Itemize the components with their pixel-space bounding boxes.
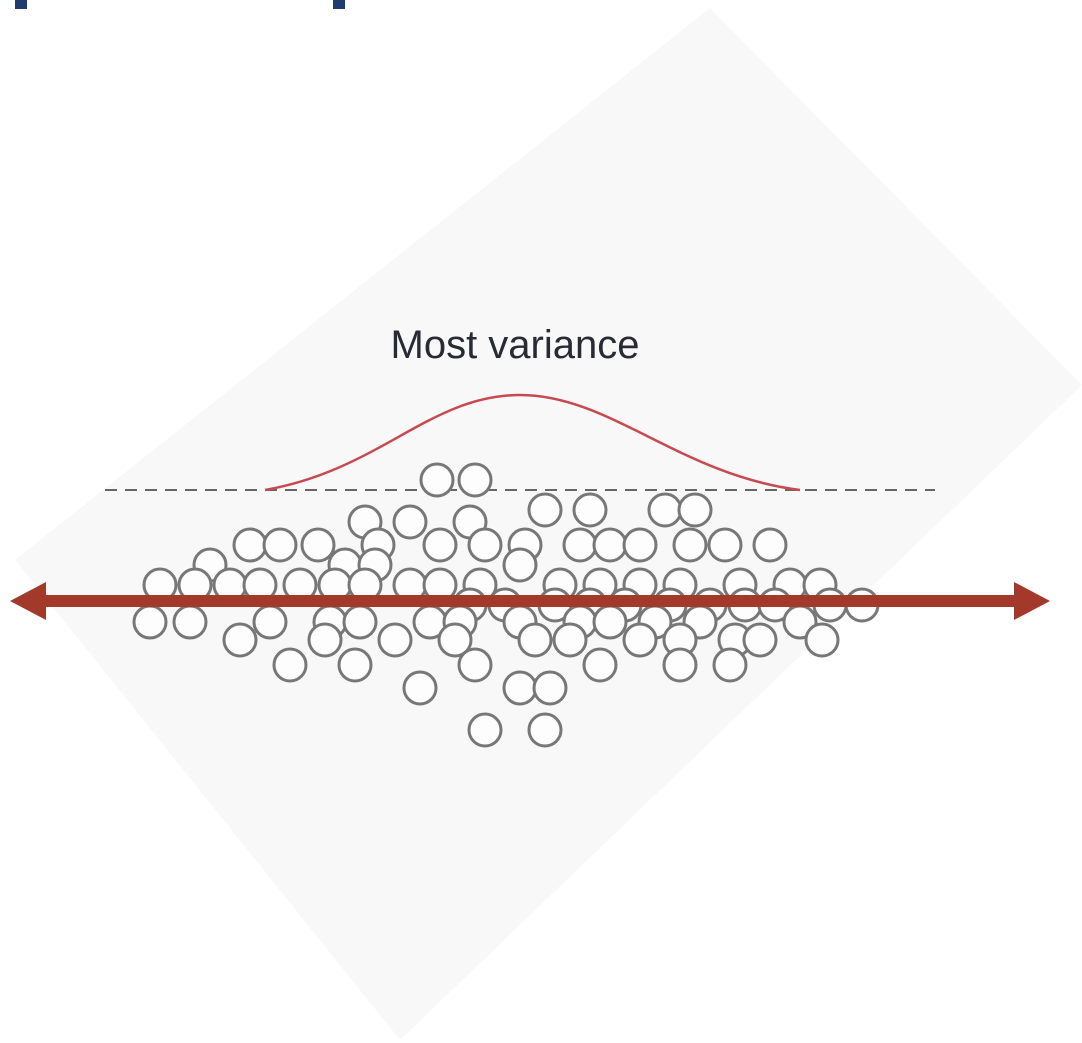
point bbox=[519, 624, 551, 656]
point bbox=[302, 529, 334, 561]
point bbox=[344, 606, 376, 638]
point bbox=[264, 529, 296, 561]
point bbox=[744, 624, 776, 656]
point bbox=[574, 494, 606, 526]
point bbox=[709, 529, 741, 561]
point bbox=[421, 464, 453, 496]
point bbox=[594, 606, 626, 638]
point bbox=[714, 649, 746, 681]
point bbox=[534, 672, 566, 704]
arrow-head bbox=[1014, 582, 1050, 620]
point bbox=[459, 464, 491, 496]
point bbox=[469, 714, 501, 746]
point bbox=[504, 549, 536, 581]
point bbox=[234, 529, 266, 561]
point bbox=[806, 624, 838, 656]
point bbox=[649, 494, 681, 526]
point bbox=[554, 624, 586, 656]
point bbox=[404, 672, 436, 704]
point bbox=[379, 624, 411, 656]
variance-label: Most variance bbox=[391, 323, 640, 367]
point bbox=[594, 529, 626, 561]
point bbox=[529, 714, 561, 746]
point bbox=[274, 649, 306, 681]
point bbox=[674, 529, 706, 561]
point bbox=[529, 494, 561, 526]
point bbox=[174, 606, 206, 638]
point bbox=[394, 506, 426, 538]
point bbox=[424, 529, 456, 561]
header-fragment bbox=[15, 0, 27, 9]
diagram: Most variance bbox=[0, 0, 1082, 1043]
point bbox=[309, 624, 341, 656]
point bbox=[584, 649, 616, 681]
header-fragment bbox=[333, 0, 345, 9]
point bbox=[254, 606, 286, 638]
point bbox=[664, 649, 696, 681]
point bbox=[134, 606, 166, 638]
arrow-head bbox=[10, 582, 46, 620]
point bbox=[679, 494, 711, 526]
point bbox=[624, 529, 656, 561]
point bbox=[754, 529, 786, 561]
point bbox=[459, 649, 491, 681]
point bbox=[504, 672, 536, 704]
point bbox=[339, 649, 371, 681]
point bbox=[624, 624, 656, 656]
point bbox=[469, 529, 501, 561]
point bbox=[224, 624, 256, 656]
point bbox=[564, 529, 596, 561]
